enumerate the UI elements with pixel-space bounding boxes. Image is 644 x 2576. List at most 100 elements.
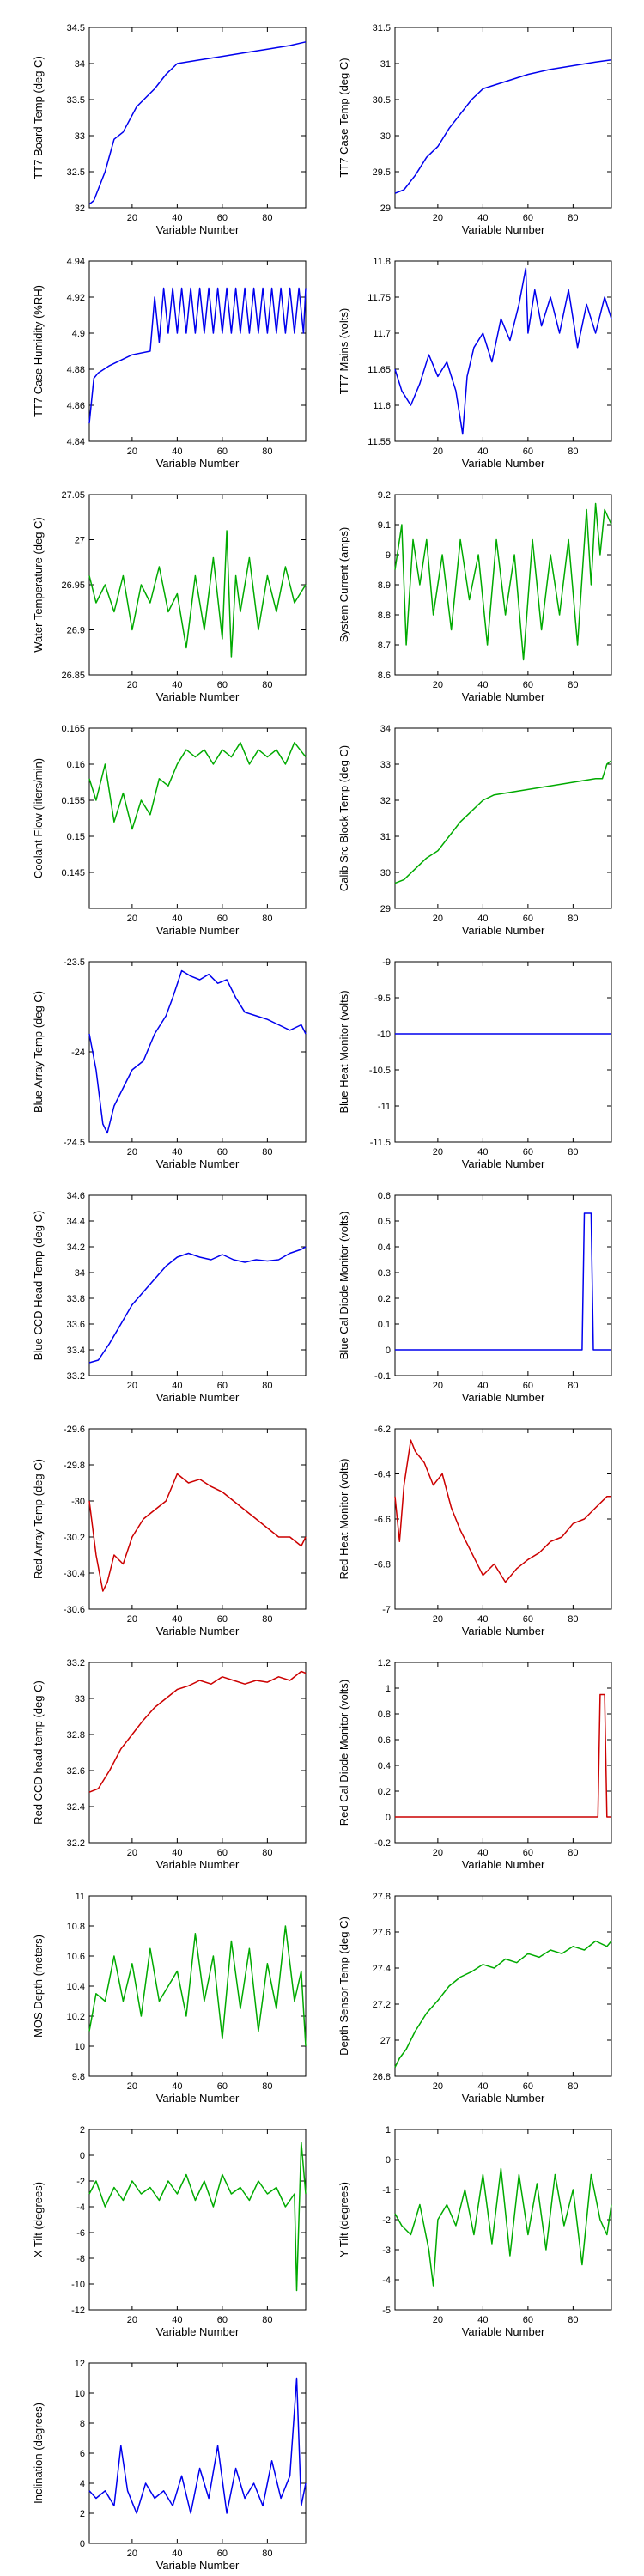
y-tick-label: 6 [80, 2449, 85, 2459]
y-tick-label: 34 [75, 1268, 85, 1279]
x-tick-label: 80 [262, 1614, 272, 1625]
y-tick-label: 33.4 [67, 1346, 85, 1356]
x-tick-label: 60 [217, 2549, 228, 2559]
y-tick-label: 0.155 [61, 796, 85, 806]
y-tick-label: 0.2 [378, 1787, 391, 1797]
y-tick-label: 32 [75, 204, 85, 214]
y-tick-label: -24 [71, 1048, 85, 1058]
y-tick-label: -6.6 [374, 1515, 391, 1525]
y-axis-label: Blue CCD Head Temp (deg C) [32, 1211, 45, 1361]
y-tick-label: 8.8 [378, 611, 391, 621]
x-tick-label: 40 [477, 213, 488, 223]
x-tick-label: 80 [262, 2081, 272, 2092]
series-line [394, 1439, 611, 1583]
chart-panel: -30.6 -30.4 -30.2 -30 -29.8 -29.6 20 40 60 80 Vari… [32, 1425, 307, 1637]
y-tick-label: 0 [80, 2151, 85, 2161]
y-tick-label: -7 [382, 1605, 391, 1615]
x-axis-label: Variable Number [462, 2092, 545, 2105]
chart-panel: 29 29.5 30 30.5 31 31.5 20 40 60 80 Variable Numbe… [337, 23, 612, 236]
y-axis-label: Depth Sensor Temp (deg C) [337, 1917, 350, 2056]
y-tick-label: 32.4 [67, 1802, 85, 1813]
x-tick-label: 60 [217, 914, 228, 924]
y-tick-label: 32.8 [67, 1730, 85, 1741]
y-tick-label: 0.15 [67, 832, 85, 842]
x-tick-label: 60 [217, 680, 228, 690]
y-tick-label: -2 [76, 2177, 85, 2187]
y-tick-label: 0.3 [378, 1268, 391, 1279]
y-tick-label: 11 [76, 1892, 85, 1902]
y-tick-label: 0.6 [378, 1735, 391, 1746]
y-tick-label: 26.95 [61, 580, 85, 591]
series-line [395, 1212, 611, 1351]
y-tick-label: 33.5 [67, 95, 85, 106]
plot-area [88, 961, 307, 1143]
x-tick-label: 60 [217, 1614, 228, 1625]
plot-area [394, 260, 612, 442]
chart-panel: -5 -4 -3 -2 -1 0 1 20 40 60 80 Variable Number Y Til… [337, 2125, 612, 2338]
x-tick-label: 60 [217, 1848, 228, 1858]
plot-area [88, 1895, 307, 2077]
x-axis-label: Variable Number [156, 2092, 240, 2105]
x-tick-label: 40 [477, 1381, 488, 1391]
y-tick-label: 33 [75, 131, 85, 142]
x-tick-label: 60 [217, 2081, 228, 2092]
y-tick-label: -10 [377, 1030, 391, 1040]
y-tick-label: 8.9 [378, 580, 391, 591]
y-axis-label: Coolant Flow (liters/min) [32, 758, 45, 878]
y-tick-label: 27 [75, 536, 85, 546]
x-tick-label: 40 [172, 914, 182, 924]
y-tick-label: 34.6 [67, 1191, 85, 1201]
x-tick-label: 40 [172, 1381, 182, 1391]
y-tick-label: 32 [380, 796, 391, 806]
y-tick-label: 0.5 [378, 1217, 391, 1227]
chart-panel: 4.84 4.86 4.88 4.9 4.92 4.94 20 40 60 80 Variable … [32, 257, 307, 470]
x-tick-label: 60 [217, 2315, 228, 2325]
x-tick-label: 20 [433, 213, 443, 223]
y-tick-label: 1 [386, 1684, 391, 1694]
x-tick-label: 20 [433, 1147, 443, 1157]
y-tick-label: -10.5 [369, 1066, 391, 1076]
series-line [88, 1473, 307, 1592]
x-tick-label: 60 [523, 1381, 533, 1391]
y-tick-label: -30.2 [64, 1533, 85, 1543]
y-tick-label: 10.2 [67, 2012, 85, 2022]
y-axis-label: X Tilt (degrees) [32, 2182, 45, 2257]
y-axis-label: Calib Src Block Temp (deg C) [337, 745, 350, 891]
chart-panel: 32.2 32.4 32.6 32.8 33 33.2 20 40 60 80 Variable N… [32, 1658, 307, 1871]
y-tick-label: 11.7 [373, 329, 391, 339]
y-tick-label: -1 [382, 2185, 391, 2196]
y-axis-label: Blue Array Temp (deg C) [32, 991, 45, 1113]
x-tick-label: 80 [262, 447, 272, 457]
chart-panel: 9.8 10 10.2 10.4 10.6 10.8 11 20 40 60 80 Variable … [32, 1892, 307, 2105]
x-tick-label: 40 [172, 1147, 182, 1157]
y-tick-label: -4 [76, 2202, 85, 2213]
y-axis-label: Red Heat Monitor (volts) [337, 1459, 350, 1580]
y-tick-label: -6.2 [374, 1425, 391, 1435]
x-tick-label: 60 [523, 213, 533, 223]
x-tick-label: 40 [477, 2081, 488, 2092]
chart-panel: 26.8 27 27.2 27.4 27.6 27.8 20 40 60 80 Variable N… [337, 1892, 612, 2105]
y-tick-label: 4.92 [67, 293, 85, 303]
x-tick-label: 20 [433, 447, 443, 457]
y-tick-label: 26.9 [67, 626, 85, 636]
y-tick-label: -23.5 [64, 957, 85, 968]
y-tick-label: -9 [382, 957, 391, 968]
y-tick-label: 10.8 [67, 1922, 85, 1932]
y-tick-label: 34 [75, 59, 85, 70]
x-tick-label: 80 [568, 680, 578, 690]
x-tick-label: 20 [127, 1147, 137, 1157]
x-tick-label: 20 [127, 1614, 137, 1625]
chart-panel: 26.85 26.9 26.95 27 27.05 20 40 60 80 Variable Nu… [32, 490, 307, 703]
y-tick-label: -30.6 [64, 1605, 85, 1615]
x-axis-label: Variable Number [462, 457, 545, 470]
x-tick-label: 20 [433, 1381, 443, 1391]
x-axis-label: Variable Number [156, 223, 240, 236]
x-tick-label: 60 [523, 447, 533, 457]
series-line [88, 1670, 307, 1793]
plot-area [88, 1194, 307, 1376]
y-tick-label: -0.2 [374, 1838, 391, 1849]
x-tick-label: 40 [477, 680, 488, 690]
y-tick-label: 0.2 [378, 1294, 391, 1304]
y-axis-label: MOS Depth (meters) [32, 1935, 45, 2038]
y-tick-label: 4.9 [72, 329, 85, 339]
